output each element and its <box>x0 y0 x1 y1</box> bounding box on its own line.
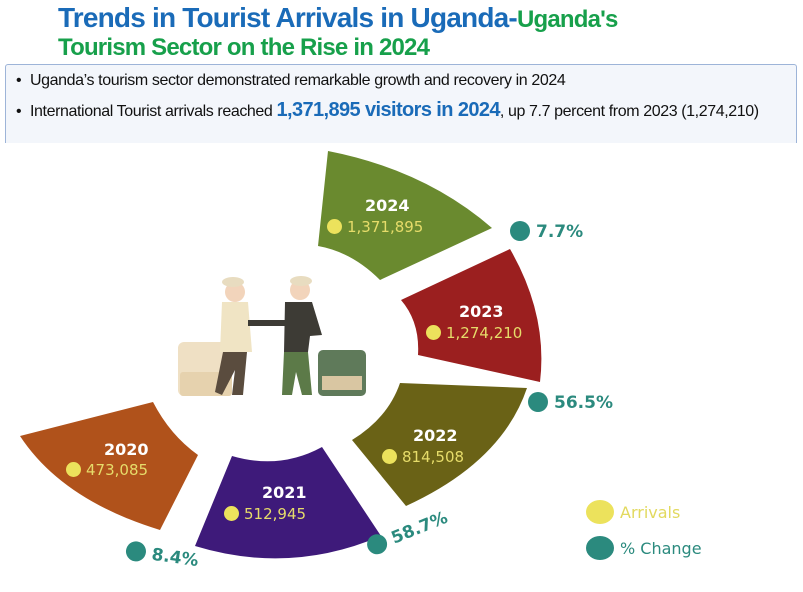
change-value: 56.5% <box>554 393 613 413</box>
segment-2023 <box>401 249 542 382</box>
legend-teal-dot-icon <box>586 536 614 560</box>
summary-box: • Uganda’s tourism sector demonstrated re… <box>5 64 797 143</box>
legend-label: Arrivals <box>620 503 681 522</box>
arrivals-value: 512,945 <box>244 505 307 523</box>
arrivals-dot-icon <box>426 325 441 340</box>
arrivals-value: 814,508 <box>402 448 465 466</box>
change-dot-icon <box>528 392 548 412</box>
arrivals-dot-icon <box>327 219 342 234</box>
change-dot-icon <box>510 221 530 241</box>
arrivals-2022: 814,508 <box>382 448 464 466</box>
segment-2024 <box>318 151 492 280</box>
year-label-2022: 2022 <box>413 426 458 445</box>
segment-2020 <box>20 402 198 530</box>
change-2024: 7.7% <box>510 221 583 242</box>
bullet-dot: • <box>16 103 22 120</box>
change-dot-icon <box>124 540 148 563</box>
year-label-2021: 2021 <box>262 483 307 502</box>
bullet-text: , up 7.7 percent from 2023 (1,274,210) <box>499 103 759 120</box>
year-label-2020: 2020 <box>104 440 149 459</box>
arrivals-2024: 1,371,895 <box>327 218 423 236</box>
arrivals-dot-icon <box>382 449 397 464</box>
arrivals-value: 1,274,210 <box>446 324 523 342</box>
legend-yellow-dot-icon <box>586 500 614 524</box>
bullet-text: International Tourist arrivals reached <box>30 103 277 120</box>
year-label-2023: 2023 <box>459 302 504 321</box>
bullet-text: Uganda’s tourism sector demonstrated rem… <box>30 72 566 89</box>
title-main: Trends in Tourist Arrivals in Uganda- <box>58 2 518 33</box>
arrivals-2020: 473,085 <box>66 461 148 479</box>
segment-2021 <box>195 447 381 559</box>
bullet-highlight: 1,371,895 visitors in 2024 <box>276 99 500 121</box>
arrivals-value: 473,085 <box>86 461 149 479</box>
change-value: 7.7% <box>536 222 584 242</box>
change-2023: 56.5% <box>528 392 613 413</box>
bullet-1: • Uganda’s tourism sector demonstrated re… <box>16 72 786 90</box>
bullet-dot: • <box>16 72 22 89</box>
legend-change: % Change <box>586 536 702 560</box>
arrivals-dot-icon <box>224 506 239 521</box>
title-line-1: Trends in Tourist Arrivals in Uganda-Uga… <box>58 2 618 34</box>
legend-arrivals: Arrivals <box>586 500 680 524</box>
title-sub: Uganda's <box>516 6 618 33</box>
bullet-2: • International Tourist arrivals reached … <box>16 99 786 121</box>
travelers-illustration <box>178 276 366 396</box>
arrivals-dot-icon <box>66 462 81 477</box>
segment-2022 <box>352 383 527 506</box>
arrivals-value: 1,371,895 <box>347 218 424 236</box>
title-line-2: Tourism Sector on the Rise in 2024 <box>58 34 430 61</box>
legend-label: % Change <box>620 539 702 558</box>
year-label-2024: 2024 <box>365 196 410 215</box>
arrivals-2021: 512,945 <box>224 505 306 523</box>
arrivals-2023: 1,274,210 <box>426 324 522 342</box>
